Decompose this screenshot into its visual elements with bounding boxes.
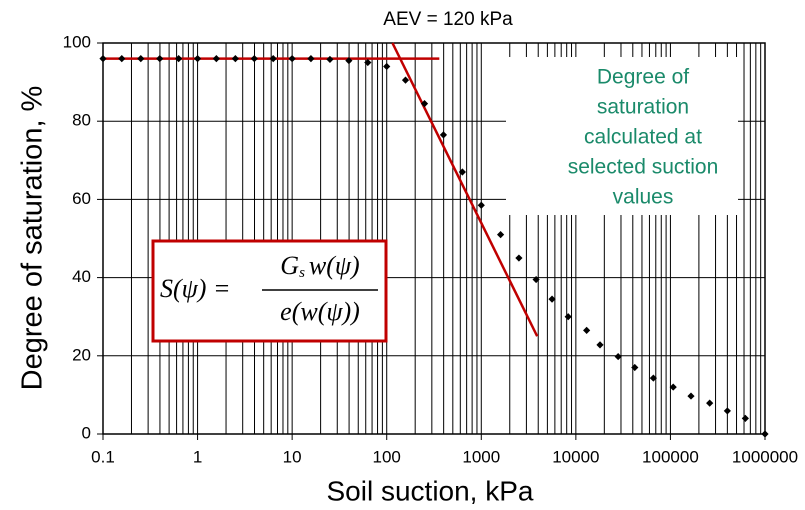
x-tick-label: 0.1 (91, 447, 115, 466)
annotation-box (506, 57, 738, 215)
data-point (614, 352, 622, 361)
data-point (383, 62, 391, 71)
x-tick-label: 1 (193, 447, 202, 466)
plot-frame (102, 42, 766, 435)
data-point (307, 55, 315, 63)
x-axis-label: Soil suction, kPa (327, 475, 534, 506)
data-point (364, 58, 372, 67)
data-point (439, 131, 448, 139)
y-tick-label: 80 (72, 111, 91, 130)
data-point (288, 55, 296, 63)
annotation-line: Degree of (597, 66, 689, 89)
y-tick-label: 20 (72, 345, 91, 364)
data-point (326, 55, 334, 64)
formula-denominator: e(w(ψ)) (280, 297, 360, 326)
formula-part: G (280, 251, 299, 280)
data-point (761, 430, 769, 438)
annotation-line: selected suction (568, 156, 719, 179)
data-point (564, 313, 572, 321)
data-point (548, 295, 556, 303)
annotation-line: values (613, 186, 674, 209)
data-point (401, 76, 410, 84)
data-point (420, 100, 429, 108)
annotation-line: calculated at (584, 126, 702, 149)
data-point (687, 392, 695, 400)
x-tick-label: 1000 (462, 447, 500, 466)
data-point (250, 55, 258, 63)
data-point (496, 230, 505, 239)
annotation-line: saturation (597, 96, 689, 119)
y-tick-label: 40 (72, 267, 91, 286)
x-tick-label: 10 (283, 447, 302, 466)
x-tick-label: 1000000 (732, 447, 798, 466)
data-point (723, 407, 731, 415)
formula-lhs: S(ψ) = (160, 274, 231, 303)
data-point (477, 201, 485, 209)
data-point (231, 55, 239, 63)
formula-box (151, 239, 388, 343)
data-point (596, 341, 604, 349)
data-point (649, 374, 657, 382)
y-tick-label: 100 (63, 32, 91, 51)
data-point (583, 326, 591, 334)
formula-part: s (299, 265, 305, 281)
data-point (631, 363, 639, 372)
data-point (212, 55, 220, 63)
x-tick-label: 100 (373, 447, 401, 466)
formula-part: w(ψ) (309, 251, 360, 280)
data-point (269, 55, 277, 63)
data-point (741, 414, 749, 422)
x-tick-label: 10000 (552, 447, 599, 466)
data-point (345, 56, 353, 65)
x-tick-label: 100000 (642, 447, 699, 466)
data-point (118, 55, 126, 63)
fit-line (391, 42, 539, 337)
y-tick-label: 60 (72, 189, 91, 208)
data-point (156, 55, 164, 63)
y-tick-label: 0 (82, 423, 91, 442)
data-point (669, 383, 677, 391)
y-axis-label: Degree of saturation, % (17, 86, 49, 391)
data-point (515, 254, 523, 262)
chart-title: AEV = 120 kPa (383, 9, 513, 30)
data-point (193, 55, 202, 63)
data-point (706, 399, 714, 407)
data-point (532, 275, 540, 284)
data-point (137, 55, 145, 63)
data-point (175, 55, 183, 63)
formula-numerator: Gs w(ψ) (280, 251, 359, 281)
data-point (99, 55, 107, 63)
data-point (458, 168, 466, 176)
